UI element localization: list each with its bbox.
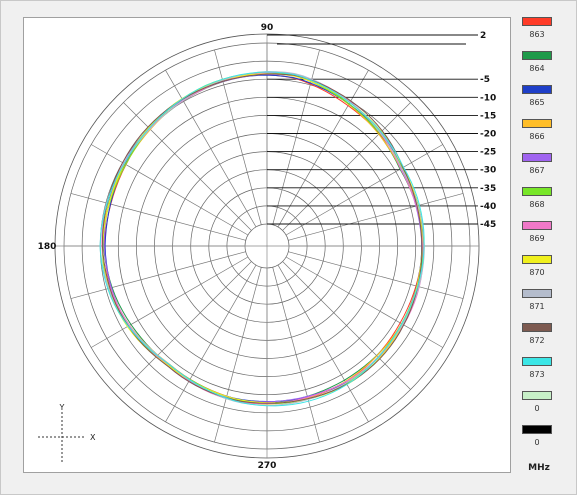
legend-swatch [522,17,552,26]
series-873-curve [99,71,425,407]
legend-label: 0 [534,404,540,413]
grid-spoke [214,267,262,443]
legend-swatch [522,357,552,366]
polar-plot-panel: 90 180 270 2 -5 -10 -15 -20 -25 -30 -35 -40 -45 Y… [23,17,511,473]
grid-spoke [123,102,252,231]
legend-item-870: 870 [518,255,562,285]
grid-spoke [165,264,257,422]
legend-swatch [522,289,552,298]
legend-swatch [522,187,552,196]
legend-label: 867 [529,166,545,175]
legend-swatch [522,51,552,60]
legend-label: 863 [529,30,545,39]
radial-tick-label: -40 [480,202,496,212]
pattern-series [99,70,425,407]
legend-item-865: 865 [518,85,562,115]
grid-spoke [123,261,252,390]
legend-swatch [522,391,552,400]
legend-item-864: 864 [518,51,562,81]
legend-label: 870 [529,268,545,277]
grid-spoke [91,256,249,348]
legend-swatch [522,153,552,162]
radial-tick-label: -25 [480,148,496,158]
grid-spoke [70,193,246,241]
grid-spoke [285,256,443,348]
legend-swatch [522,85,552,94]
legend-item-868: 868 [518,187,562,217]
grid-spoke [282,261,411,390]
legend-item-0: 0 [518,425,562,455]
legend-item-871: 871 [518,289,562,319]
legend-item-869: 869 [518,221,562,251]
legend-unit: MHz [528,463,550,473]
series-871-curve [99,70,425,406]
legend-label: 868 [529,200,545,209]
grid-spoke [70,251,246,299]
grid-spoke [288,251,464,299]
angle-label-180: 180 [38,242,57,252]
grid-spoke [288,193,464,241]
legend-swatch [522,255,552,264]
polar-grid [54,33,480,459]
grid-spoke [272,267,320,443]
series-866-curve [101,71,425,405]
polar-chart: 90 180 270 2 -5 -10 -15 -20 -25 -30 -35 -40 -45 Y… [38,23,497,471]
corner-y-label: Y [59,403,65,412]
legend-item-867: 867 [518,153,562,183]
grid-spoke [282,102,411,231]
legend-label: 866 [529,132,545,141]
corner-axes-indicator: Y X [38,403,96,463]
radial-tick-label: -10 [480,93,496,103]
legend-item-863: 863 [518,17,562,47]
radial-tick-label: -5 [480,75,490,85]
legend-swatch [522,119,552,128]
grid-spoke [165,70,257,228]
grid-spoke [277,70,369,228]
radial-tick-lines [267,34,478,225]
legend-label: 872 [529,336,545,345]
radial-tick-label: -15 [480,111,496,121]
radial-tick-label: -35 [480,184,496,194]
legend-item-873: 873 [518,357,562,387]
legend-label: 0 [534,438,540,447]
radial-tick-label: -30 [480,166,496,176]
grid-spoke [277,264,369,422]
legend-item-872: 872 [518,323,562,353]
legend-label: 871 [529,302,545,311]
legend-label: 873 [529,370,545,379]
legend-swatch [522,425,552,434]
radial-tick-label: -45 [480,220,496,230]
legend-label: 864 [529,64,545,73]
radial-tick-label: -20 [480,130,496,140]
legend-swatch [522,323,552,332]
grid-spoke [285,144,443,236]
grid-spoke [91,144,249,236]
legend-item-0: 0 [518,391,562,421]
angle-label-270: 270 [258,461,277,471]
legend-item-866: 866 [518,119,562,149]
radial-tick-labels: 2 -5 -10 -15 -20 -25 -30 -35 -40 -45 [480,31,496,230]
legend-label: 869 [529,234,545,243]
angle-label-90: 90 [261,23,274,33]
legend-swatch [522,221,552,230]
corner-x-label: X [90,433,96,442]
legend-label: 865 [529,98,545,107]
radial-tick-label: 2 [480,31,486,41]
